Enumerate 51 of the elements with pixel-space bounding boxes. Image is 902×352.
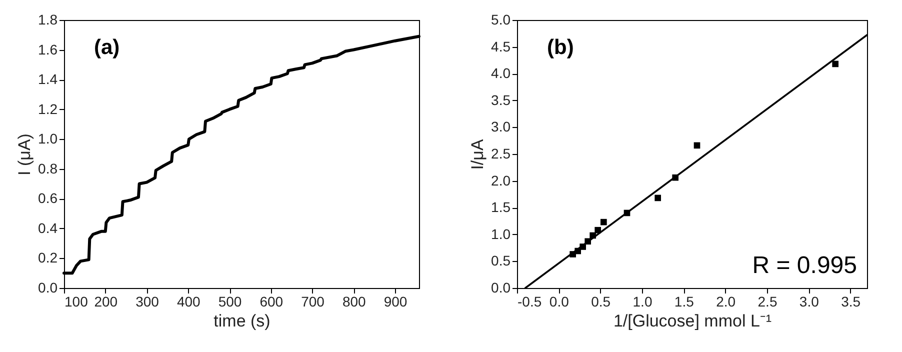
y-tick-label: 0.0 bbox=[491, 280, 511, 296]
y-tick-label: 1.8 bbox=[38, 12, 58, 28]
x-axis-title: time (s) bbox=[214, 312, 270, 330]
y-tick-label: 2.0 bbox=[491, 172, 511, 188]
x-tick-label: 800 bbox=[342, 294, 366, 310]
x-tick-label: 200 bbox=[94, 294, 118, 310]
y-tick-label: 3.5 bbox=[491, 92, 511, 108]
x-axis-title: 1/[Glucose] mmol L⁻¹ bbox=[613, 312, 772, 330]
x-tick-label: 3.5 bbox=[841, 294, 861, 310]
point bbox=[832, 60, 838, 68]
x-tick-label: 1.5 bbox=[674, 294, 694, 310]
y-axis-title: I (μA) bbox=[15, 134, 34, 176]
y-tick-label: 0.5 bbox=[491, 252, 511, 269]
y-tick-label: 3.0 bbox=[491, 118, 511, 135]
point bbox=[654, 194, 661, 202]
y-tick-label: 1.0 bbox=[38, 130, 58, 147]
y-tick-label: 1.4 bbox=[38, 71, 58, 88]
x-tick-label: 300 bbox=[136, 294, 160, 310]
x-tick-label: 2.0 bbox=[716, 294, 736, 310]
x-tick-label: 1.0 bbox=[632, 294, 652, 310]
x-tick-label: 0.5 bbox=[591, 294, 611, 310]
y-tick-label: 2.5 bbox=[491, 146, 511, 162]
x-tick-label: 700 bbox=[301, 294, 325, 310]
x-tick-label: 900 bbox=[384, 294, 408, 310]
x-tick-label: 0.0 bbox=[549, 294, 570, 310]
point bbox=[594, 226, 601, 234]
x-tick-label: 400 bbox=[176, 294, 201, 310]
y-tick-label: 0.6 bbox=[38, 190, 58, 206]
x-tick-label: 600 bbox=[260, 294, 284, 310]
x-tick-label: -0.5 bbox=[518, 294, 542, 310]
x-tick-label: 100 bbox=[64, 294, 88, 310]
x-tick-label: 3.0 bbox=[799, 294, 820, 310]
x-tick-label: 500 bbox=[218, 294, 242, 310]
y-tick-label: 0.8 bbox=[38, 160, 58, 176]
y-tick-label: 1.2 bbox=[38, 100, 58, 117]
y-tick-label: 0.4 bbox=[38, 220, 58, 236]
annotation: (b) bbox=[547, 36, 574, 59]
y-tick-label: 1.5 bbox=[491, 199, 511, 216]
annotation: (a) bbox=[94, 36, 120, 59]
point bbox=[694, 142, 700, 149]
y-axis-title: I/μA bbox=[468, 138, 488, 170]
y-tick-label: 5.0 bbox=[491, 12, 511, 28]
y-tick-label: 4.5 bbox=[491, 38, 511, 54]
y-tick-label: 0.2 bbox=[38, 250, 58, 266]
y-tick-label: 0.0 bbox=[38, 280, 58, 296]
x-tick-label: 2.5 bbox=[758, 294, 778, 310]
point bbox=[600, 218, 607, 226]
annotation: R = 0.995 bbox=[752, 252, 857, 279]
y-tick-label: 4.0 bbox=[491, 65, 511, 82]
y-tick-label: 1.0 bbox=[491, 226, 511, 242]
y-tick-label: 1.6 bbox=[38, 41, 58, 58]
